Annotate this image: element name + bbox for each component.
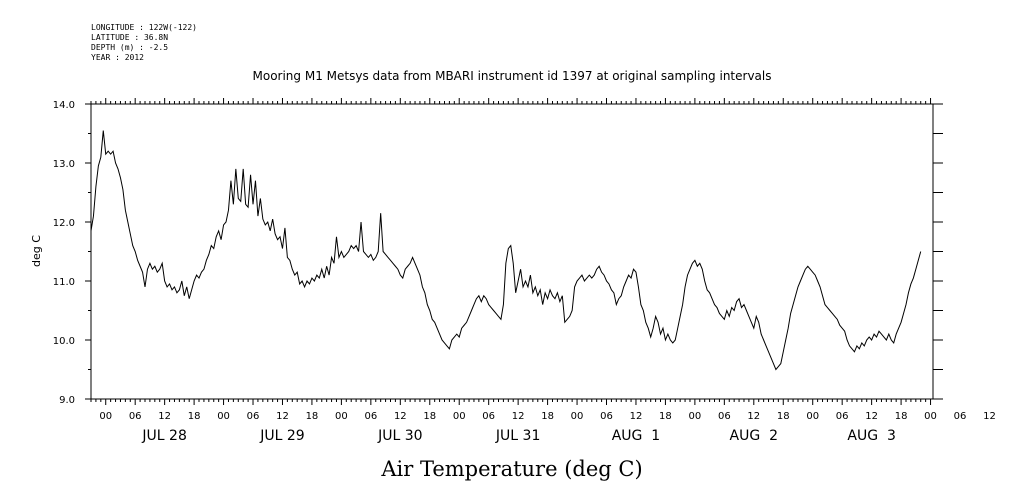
x-axis-title: Air Temperature (deg C)	[380, 457, 642, 481]
y-tick-label: 13.0	[53, 159, 75, 170]
x-hour-label: 18	[306, 411, 319, 422]
x-day-label: JUL 30	[377, 428, 422, 444]
y-axis-label: deg C	[30, 235, 43, 267]
x-hour-label: 18	[895, 411, 908, 422]
y-axis: 9.0 10.0 11.0 12.0 13.0 14.0	[53, 100, 943, 406]
meta-longitude: LONGITUDE : 122W(-122)	[91, 23, 197, 32]
x-hour-label: 12	[983, 411, 996, 422]
x-hour-label: 06	[129, 411, 142, 422]
x-hour-label: 06	[836, 411, 849, 422]
x-hour-label: 12	[747, 411, 760, 422]
x-hour-label: 00	[806, 411, 819, 422]
x-hour-label: 12	[276, 411, 289, 422]
x-hour-label: 06	[482, 411, 495, 422]
x-hour-label: 00	[217, 411, 230, 422]
y-tick-label: 14.0	[53, 100, 75, 111]
x-hour-label: 00	[924, 411, 937, 422]
x-hour-label: 00	[689, 411, 702, 422]
y-tick-label: 9.0	[59, 395, 75, 406]
y-tick-label: 11.0	[53, 277, 75, 288]
x-hour-label: 00	[99, 411, 112, 422]
x-hour-label: 06	[364, 411, 377, 422]
x-hour-label: 12	[630, 411, 643, 422]
series-line-air-temperature	[90, 130, 922, 371]
x-hour-label: 18	[777, 411, 790, 422]
chart-title: Mooring M1 Metsys data from MBARI instru…	[253, 69, 772, 83]
x-hour-label: 00	[571, 411, 584, 422]
x-day-label: JUL 31	[495, 428, 540, 444]
meta-year: YEAR : 2012	[91, 53, 144, 62]
meta-latitude: LATITUDE : 36.8N	[91, 33, 168, 42]
x-day-label: AUG 3	[847, 428, 895, 444]
x-hour-label: 18	[659, 411, 672, 422]
x-hour-label: 18	[423, 411, 436, 422]
x-hour-label: 18	[188, 411, 201, 422]
metadata-block: LONGITUDE : 122W(-122) LATITUDE : 36.8N …	[91, 23, 197, 62]
x-day-label: JUL 28	[141, 428, 186, 444]
x-hour-label: 00	[453, 411, 466, 422]
meta-depth: DEPTH (m) : -2.5	[91, 43, 168, 52]
x-day-label: AUG 2	[730, 428, 778, 444]
x-hour-label: 12	[865, 411, 878, 422]
x-hour-label: 12	[394, 411, 407, 422]
x-hour-label: 12	[158, 411, 171, 422]
x-hour-label: 12	[512, 411, 525, 422]
x-hour-label: 06	[954, 411, 967, 422]
x-day-label: JUL 29	[259, 428, 304, 444]
x-day-label: AUG 1	[612, 428, 660, 444]
x-axis: 00 06 12 18 00 06 12 18 00 06 12 18 00 06 12 18 00 06 12 18…	[90, 98, 996, 444]
x-hour-label: 00	[335, 411, 348, 422]
x-hour-label: 06	[600, 411, 613, 422]
x-hour-label: 18	[541, 411, 554, 422]
y-tick-label: 10.0	[53, 336, 75, 347]
x-hour-label: 06	[718, 411, 731, 422]
x-hour-label: 06	[247, 411, 260, 422]
y-tick-label: 12.0	[53, 218, 75, 229]
